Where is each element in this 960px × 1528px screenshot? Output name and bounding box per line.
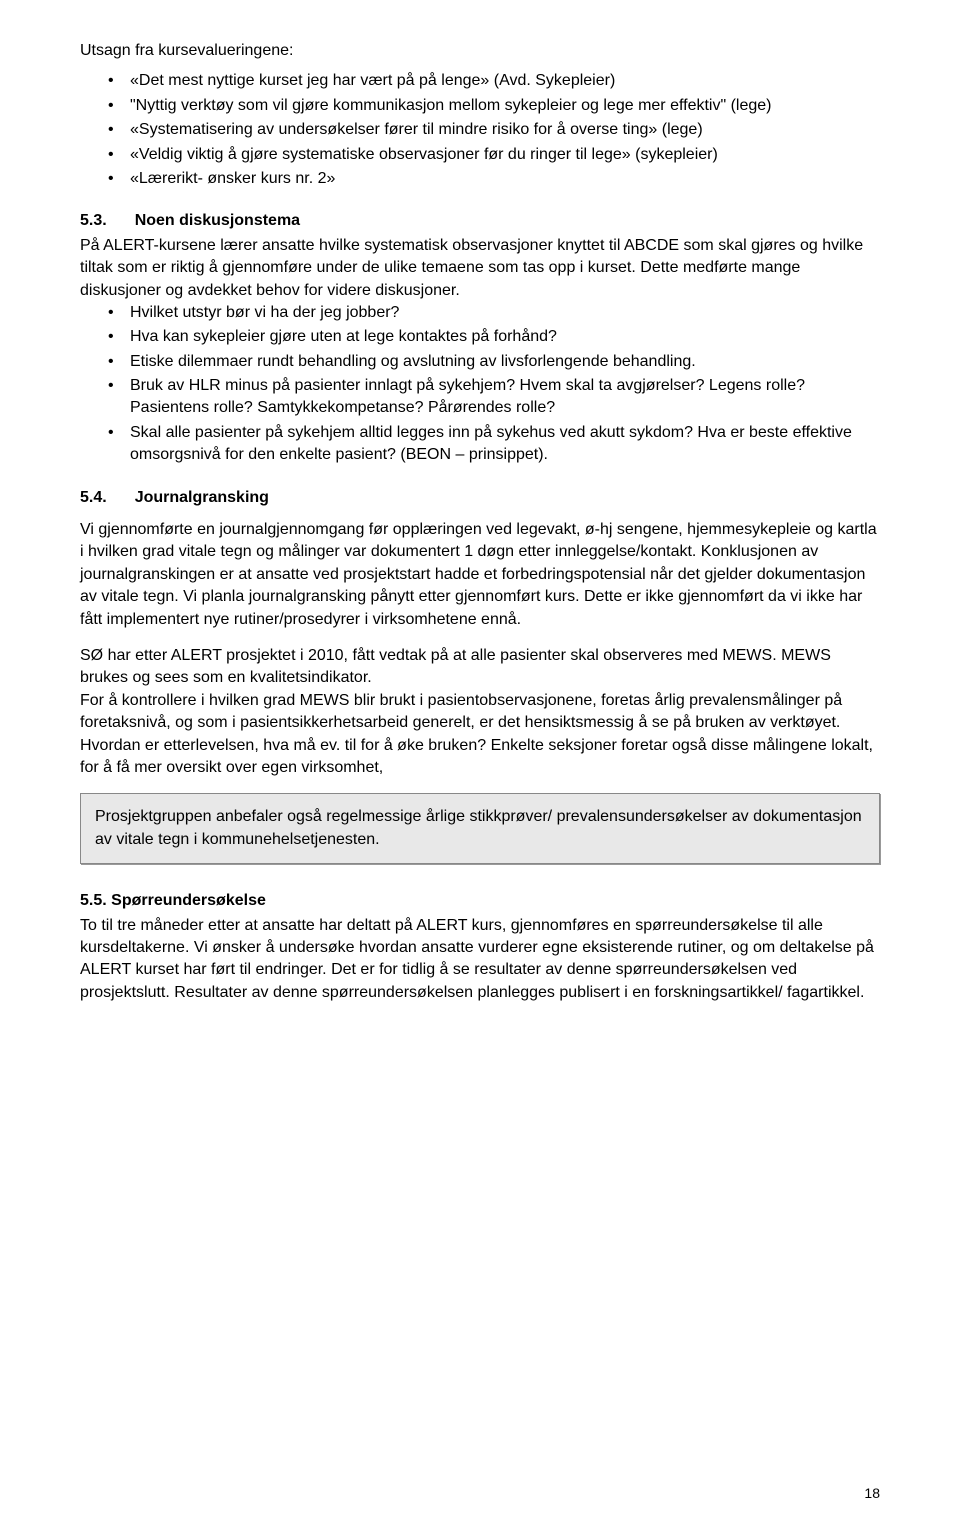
- section-5-5-para: To til tre måneder etter at ansatte har …: [80, 915, 880, 1005]
- discussion-item: Hva kan sykepleier gjøre uten at lege ko…: [108, 326, 880, 348]
- section-5-4-header: 5.4. Journalgransking: [80, 487, 880, 509]
- section-number: 5.4.: [80, 489, 107, 506]
- intro-heading: Utsagn fra kursevalueringene:: [80, 40, 880, 62]
- section-title: Noen diskusjonstema: [135, 212, 300, 229]
- quote-item: «Det mest nyttige kurset jeg har vært på…: [108, 70, 880, 92]
- section-5-4-para-1: Vi gjennomførte en journalgjennomgang fø…: [80, 519, 880, 631]
- discussion-item: Hvilket utstyr bør vi ha der jeg jobber?: [108, 302, 880, 324]
- section-5-4-para-3: For å kontrollere i hvilken grad MEWS bl…: [80, 690, 880, 780]
- section-5-5-header: 5.5. Spørreundersøkelse: [80, 890, 880, 912]
- discussion-item: Skal alle pasienter på sykehjem alltid l…: [108, 422, 880, 467]
- section-title: Spørreundersøkelse: [111, 892, 266, 909]
- section-number: 5.5.: [80, 892, 107, 909]
- section-5-4-para-2: SØ har etter ALERT prosjektet i 2010, få…: [80, 645, 880, 690]
- quote-item: "Nyttig verktøy som vil gjøre kommunikas…: [108, 95, 880, 117]
- quotes-list: «Det mest nyttige kurset jeg har vært på…: [108, 70, 880, 190]
- discussion-item: Bruk av HLR minus på pasienter innlagt p…: [108, 375, 880, 420]
- section-5-3-intro: På ALERT-kursene lærer ansatte hvilke sy…: [80, 235, 880, 302]
- quote-item: «Lærerikt- ønsker kurs nr. 2»: [108, 168, 880, 190]
- discussion-topics-list: Hvilket utstyr bør vi ha der jeg jobber?…: [108, 302, 880, 467]
- section-number: 5.3.: [80, 212, 107, 229]
- quote-item: «Systematisering av undersøkelser fører …: [108, 119, 880, 141]
- callout-box: Prosjektgruppen anbefaler også regelmess…: [80, 793, 880, 864]
- quote-item: «Veldig viktig å gjøre systematiske obse…: [108, 144, 880, 166]
- discussion-item: Etiske dilemmaer rundt behandling og avs…: [108, 351, 880, 373]
- section-title: Journalgransking: [135, 489, 269, 506]
- callout-text: Prosjektgruppen anbefaler også regelmess…: [95, 808, 862, 847]
- page-number: 18: [864, 1484, 880, 1504]
- section-5-3-header: 5.3. Noen diskusjonstema: [80, 210, 880, 232]
